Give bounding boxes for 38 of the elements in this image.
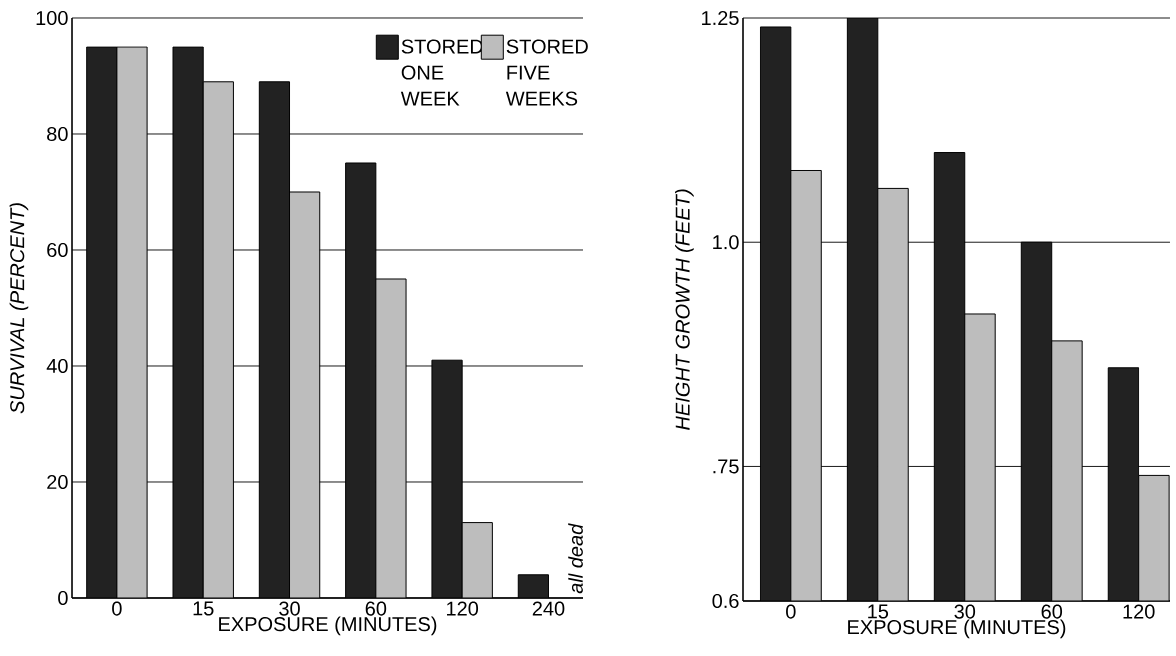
y-tick-label: .75 — [713, 459, 739, 474]
y-tick-label: 1.25 — [702, 10, 739, 26]
x-tick-label: 0 — [112, 601, 122, 616]
x-axis-title: EXPOSURE (MINUTES) — [219, 616, 437, 636]
bar — [461, 522, 493, 598]
bar — [116, 46, 148, 598]
x-tick-label: 120 — [1123, 604, 1155, 619]
x-tick-label: 15 — [193, 601, 214, 616]
x-tick-label: 30 — [954, 604, 976, 619]
x-tick-label: 240 — [532, 601, 565, 616]
bar — [375, 278, 407, 598]
x-tick-label: 0 — [786, 604, 796, 619]
y-tick-label: 80 — [47, 126, 68, 142]
y-tick-label: 20 — [47, 474, 68, 490]
x-tick-label: 15 — [868, 604, 889, 619]
x-tick-label: 60 — [365, 601, 387, 616]
y-tick-label: 100 — [36, 10, 68, 26]
bar — [345, 162, 377, 598]
x-tick-label: 60 — [1041, 604, 1063, 619]
bar — [86, 46, 118, 598]
bar — [258, 81, 291, 598]
bar — [172, 46, 204, 598]
annotation: all dead — [568, 523, 583, 594]
y-tick-label: 0.6 — [712, 593, 739, 609]
x-tick-label: 120 — [447, 601, 479, 616]
y-tick-label: 60 — [47, 242, 68, 258]
bar — [517, 574, 549, 598]
x-tick-label: 30 — [279, 601, 300, 616]
legend-label: STORED FIVE WEEKS — [505, 39, 588, 106]
y-axis-title: HEIGHT GROWTH (FEET) — [675, 189, 694, 430]
bar — [289, 191, 321, 598]
bar — [202, 81, 234, 598]
bar — [431, 359, 463, 598]
y-tick-label: 1.0 — [713, 235, 739, 250]
y-tick-label: 40 — [46, 358, 68, 374]
y-axis-title: SURVIVAL (PERCENT) — [9, 203, 29, 414]
y-tick-label: 0 — [58, 590, 68, 606]
x-axis-title: EXPOSURE (MINUTES) — [848, 619, 1066, 639]
